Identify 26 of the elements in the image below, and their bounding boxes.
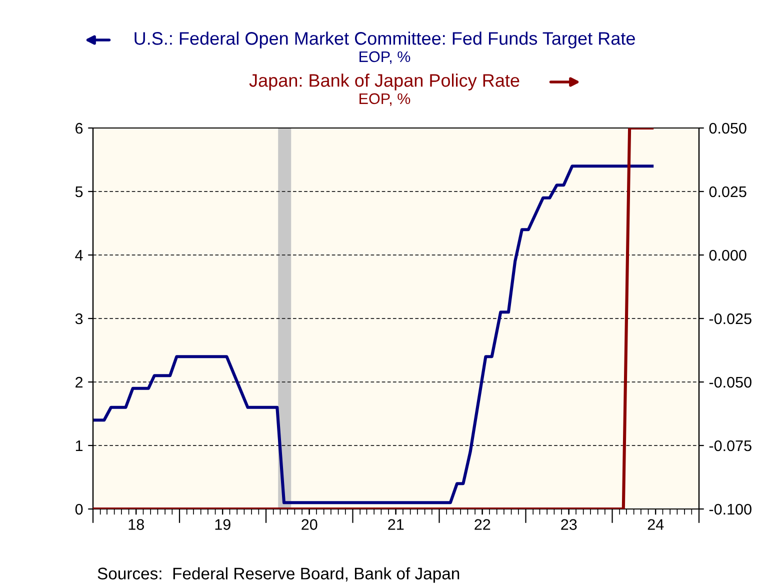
x-tick-label: 21 xyxy=(388,519,404,530)
y-tick-label: 1 xyxy=(76,440,83,452)
y-tick-label: 6 xyxy=(76,122,83,134)
y-tick-label: 5 xyxy=(75,186,83,198)
y2-tick-label: 0.000 xyxy=(709,250,746,261)
y2-tick-label: 0.050 xyxy=(709,122,746,134)
y2-tick-label: 0.025 xyxy=(709,186,746,198)
source-note: Sources: Federal Reserve Board, Bank of Japan xyxy=(98,567,460,583)
y2-tick-label: -0.100 xyxy=(709,504,752,515)
x-tick-label: 18 xyxy=(128,519,144,530)
x-tick-label: 20 xyxy=(302,519,318,530)
text: EOP, % xyxy=(360,51,410,64)
legend-label: U.S.: Federal Open Market Committee: Fed Funds Target Rate xyxy=(134,32,635,48)
y-tick-label: 3 xyxy=(75,313,83,324)
y2-tick-label: -0.025 xyxy=(709,313,752,324)
x-tick-label: 19 xyxy=(215,519,230,530)
y-tick-label: 2 xyxy=(76,376,83,388)
x-tick-label: 24 xyxy=(648,519,664,530)
y2-tick-label: -0.075 xyxy=(709,440,752,452)
x-tick-label: 22 xyxy=(474,519,490,530)
x-tick-label: 23 xyxy=(561,519,577,530)
y-tick-label: 0 xyxy=(75,504,83,515)
y2-tick-label: -0.050 xyxy=(709,376,752,388)
text: EOP, % xyxy=(360,93,410,106)
text: Japan: Bank of Japan Policy Rate xyxy=(249,74,520,90)
y-tick-label: 4 xyxy=(75,250,83,261)
